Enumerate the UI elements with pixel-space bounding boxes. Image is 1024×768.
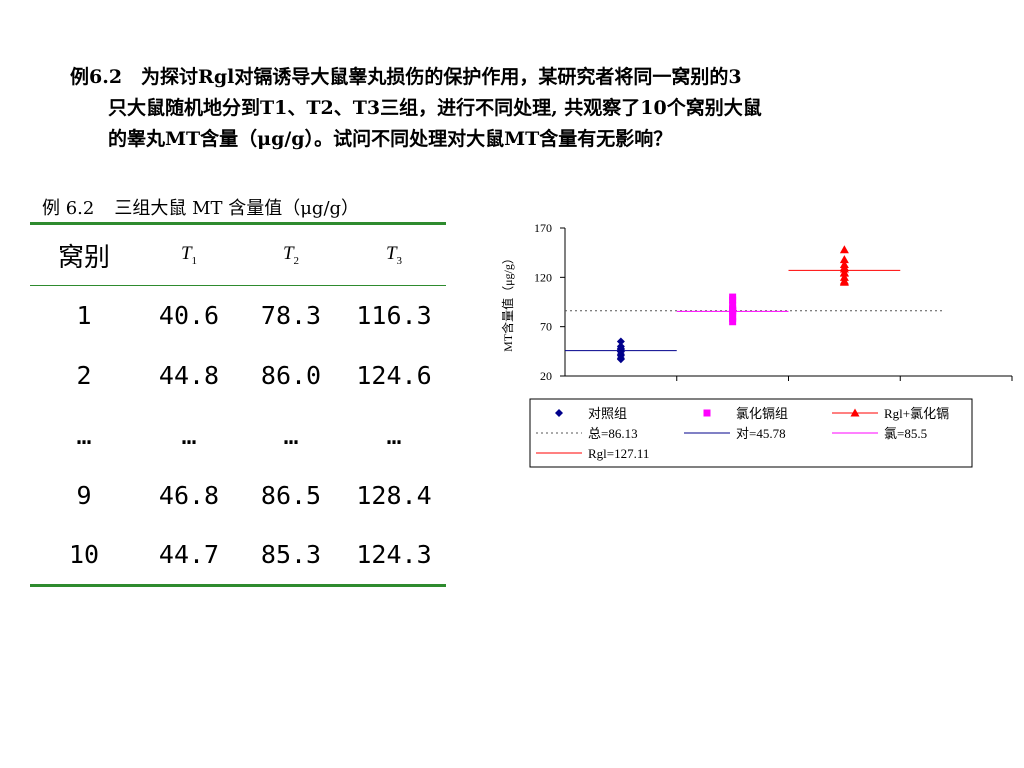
data-point-series-2 xyxy=(729,301,737,309)
table-caption-title: 三组大鼠 MT 含量值（μg/g） xyxy=(114,198,360,219)
data-point-series-3 xyxy=(839,277,849,286)
cell-t3: … xyxy=(386,421,402,450)
cell-t3: 116.3 xyxy=(356,301,432,331)
cell-t2: 78.3 xyxy=(260,301,322,331)
header-t2-sub: 2 xyxy=(293,254,300,267)
legend-label: 氯化镉组 xyxy=(736,406,788,421)
cell-t1: … xyxy=(181,421,197,450)
y-tick-label: 70 xyxy=(540,320,552,334)
data-point-series-3 xyxy=(839,245,849,254)
table-row: 10 44.7 85.3 124.3 xyxy=(30,526,446,586)
data-point-series-2 xyxy=(729,293,737,301)
table-header-row: 窝别 T1 T2 T3 xyxy=(30,223,446,286)
data-point-series-3 xyxy=(839,255,849,264)
table-row: 9 46.8 86.5 128.4 xyxy=(30,466,446,526)
legend-label: Rgl+氯化镉 xyxy=(884,406,949,421)
problem-statement: 例6.2 为探讨Rgl对镉诱导大鼠睾丸损伤的保护作用，某研究者将同一窝别的3 只… xyxy=(70,62,970,155)
y-tick-label: 170 xyxy=(534,221,552,235)
header-t1: T1 xyxy=(138,224,240,286)
cell-t3: 124.6 xyxy=(356,361,432,390)
header-t3-letter: T xyxy=(385,243,397,265)
header-t1-sub: 1 xyxy=(191,254,198,267)
cell-group: 10 xyxy=(68,540,100,570)
cell-t1: 44.8 xyxy=(158,361,220,390)
data-point-series-1 xyxy=(616,355,625,364)
legend-label: 对照组 xyxy=(588,406,627,421)
table-row-ellipsis: … … … … xyxy=(30,406,446,466)
cell-group: 9 xyxy=(76,481,92,510)
header-t1-letter: T xyxy=(180,243,192,265)
header-t3: T3 xyxy=(342,224,446,286)
problem-line-2: 只大鼠随机地分到T1、T2、T3三组，进行不同处理, 共观察了10个窝别大鼠 xyxy=(108,97,762,119)
mt-scatter-chart: 20 70 120 170 MT含量值（μg/g） 对照组 氯化镉组 Rgl+氯化镉总=86.… xyxy=(500,221,1013,468)
legend-box xyxy=(529,398,973,468)
cell-t1: 40.6 xyxy=(158,301,220,331)
data-point-series-3 xyxy=(839,272,849,281)
y-tick-label: 120 xyxy=(534,270,552,284)
header-t2-letter: T xyxy=(282,243,294,265)
legend-label: 氯=85.5 xyxy=(884,426,927,441)
data-point-series-2 xyxy=(729,318,737,326)
data-point-series-1 xyxy=(616,342,625,351)
cell-group: … xyxy=(76,421,92,450)
cell-group: 1 xyxy=(76,301,92,331)
data-point-series-1 xyxy=(616,337,625,346)
cell-t2: 86.5 xyxy=(260,481,322,510)
header-t3-sub: 3 xyxy=(396,254,403,267)
legend-marker xyxy=(703,409,711,417)
header-group: 窝别 xyxy=(57,242,110,273)
cell-t1: 46.8 xyxy=(158,481,220,510)
legend-label: 对=45.78 xyxy=(736,426,786,441)
cell-t2: 86.0 xyxy=(260,361,322,390)
data-point-series-3 xyxy=(839,268,849,277)
legend-label: Rgl=127.11 xyxy=(588,446,649,461)
cell-t2: … xyxy=(283,421,299,450)
problem-line-3: 的睾丸MT含量（μg/g）。试问不同处理对大鼠MT含量有无影响？ xyxy=(108,128,673,150)
table-caption-id: 例 6.2 xyxy=(42,198,95,219)
cell-group: 2 xyxy=(76,361,92,390)
table-row: 2 44.8 86.0 124.6 xyxy=(30,346,446,406)
mt-data-table: 窝别 T1 T2 T3 1 40.6 78.3 116.3 2 44.8 86.… xyxy=(30,222,446,587)
data-point-series-1 xyxy=(616,350,625,359)
cell-t3: 124.3 xyxy=(356,540,432,570)
y-tick-label: 20 xyxy=(540,369,552,383)
legend-label: 总=86.13 xyxy=(588,426,638,441)
data-point-series-2 xyxy=(729,305,737,313)
y-axis-label: MT含量值（μg/g） xyxy=(500,252,515,352)
cell-t2: 85.3 xyxy=(260,540,322,570)
legend-marker xyxy=(555,409,563,417)
table-caption: 例 6.2 三组大鼠 MT 含量值（μg/g） xyxy=(42,194,359,220)
data-point-series-3 xyxy=(839,260,849,269)
table-row: 1 40.6 78.3 116.3 xyxy=(30,286,446,346)
legend-marker xyxy=(850,408,860,417)
problem-line-1: 例6.2 为探讨Rgl对镉诱导大鼠睾丸损伤的保护作用，某研究者将同一窝别的3 xyxy=(70,66,742,88)
header-t2: T2 xyxy=(240,224,342,286)
cell-t1: 44.7 xyxy=(158,540,220,570)
data-point-series-2 xyxy=(729,313,737,321)
cell-t3: 128.4 xyxy=(356,481,432,510)
